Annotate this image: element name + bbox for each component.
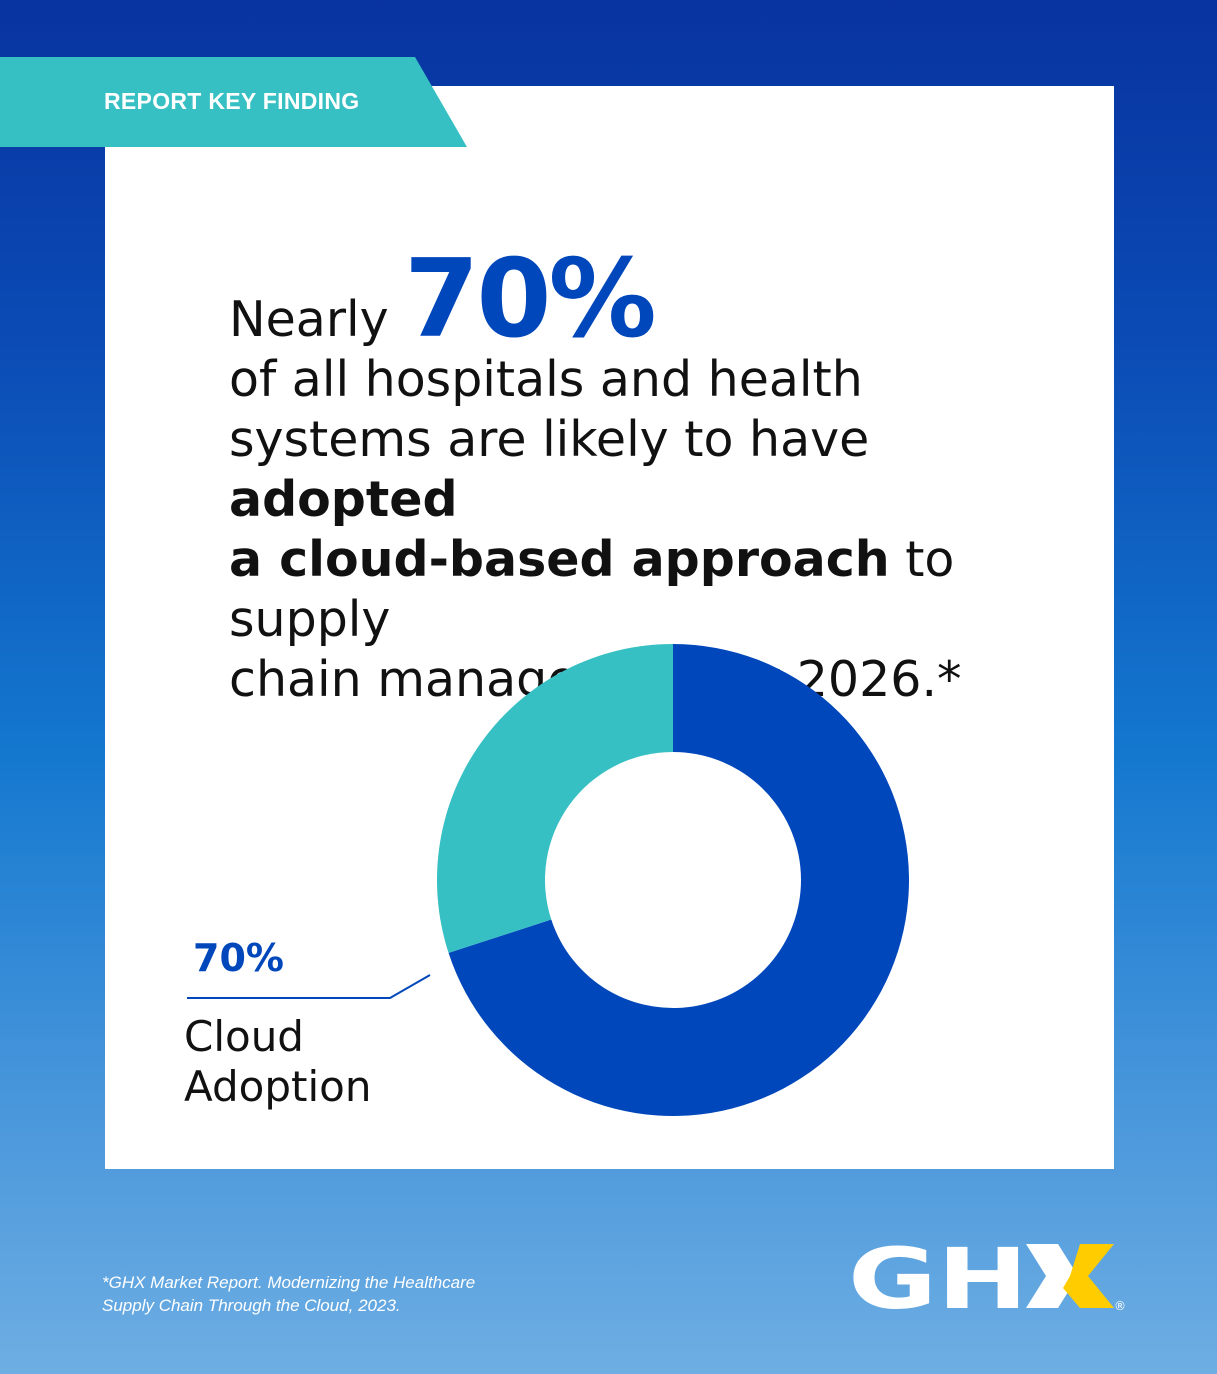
headline-text: systems are likely to have bbox=[229, 411, 870, 468]
headline-prefix: Nearly bbox=[229, 291, 389, 348]
headline-text: to supply bbox=[229, 531, 955, 648]
data-label: 70% bbox=[193, 936, 284, 980]
headline-bold: adopted bbox=[229, 471, 458, 528]
footnote-line: Supply Chain Through the Cloud, 2023. bbox=[102, 1296, 401, 1315]
ghx-logo: GH ® bbox=[848, 1242, 1126, 1317]
headline-line: of all hospitals and health bbox=[229, 351, 863, 408]
donut-slice-other bbox=[436, 644, 673, 953]
content-card bbox=[105, 86, 1114, 1169]
report-banner: REPORT KEY FINDING bbox=[0, 57, 467, 147]
donut-slice-cloud-adoption bbox=[448, 644, 910, 1116]
headline-stat: 70% bbox=[404, 237, 657, 362]
footnote: *GHX Market Report. Modernizing the Heal… bbox=[102, 1271, 475, 1317]
category-label-line: Cloud bbox=[184, 1012, 304, 1061]
leader-line bbox=[187, 974, 431, 999]
headline: Nearly 70% of all hospitals and health s… bbox=[229, 246, 1089, 710]
svg-text:GH: GH bbox=[848, 1242, 1028, 1317]
category-label-line: Adoption bbox=[184, 1062, 372, 1111]
headline-bold: a cloud-based approach bbox=[229, 531, 890, 588]
category-label: Cloud Adoption bbox=[184, 1012, 371, 1112]
footnote-line: *GHX Market Report. Modernizing the Heal… bbox=[102, 1273, 476, 1292]
registered-mark: ® bbox=[1114, 1299, 1126, 1313]
banner-label: REPORT KEY FINDING bbox=[104, 88, 360, 114]
